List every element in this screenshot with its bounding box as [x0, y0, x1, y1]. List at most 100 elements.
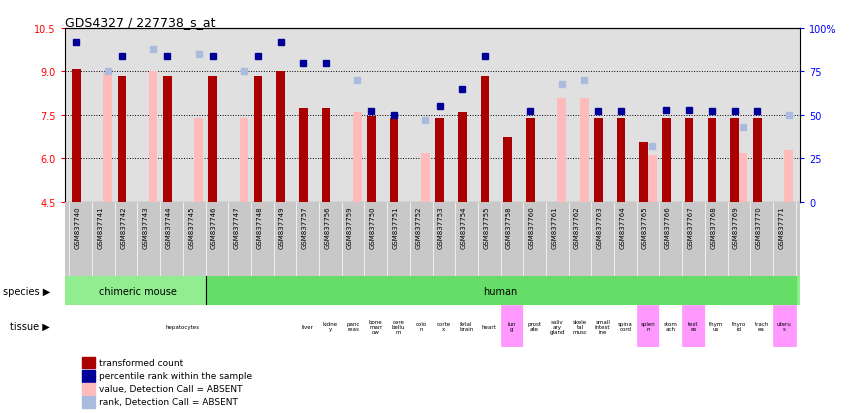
- Bar: [206, 277, 796, 306]
- Text: thyro
id: thyro id: [732, 321, 746, 331]
- Text: GSM837749: GSM837749: [279, 206, 285, 249]
- Text: GSM837763: GSM837763: [597, 206, 603, 249]
- Text: hepatocytes: hepatocytes: [166, 324, 200, 329]
- Bar: [477, 306, 501, 347]
- Text: GSM837743: GSM837743: [143, 206, 149, 249]
- Bar: [353, 113, 362, 202]
- Text: trach
ea: trach ea: [754, 321, 769, 331]
- Text: GSM837762: GSM837762: [574, 206, 580, 249]
- Text: GSM837758: GSM837758: [506, 206, 512, 249]
- Text: splen
n: splen n: [641, 321, 656, 331]
- Bar: [342, 306, 364, 347]
- Text: GSM837753: GSM837753: [438, 206, 444, 249]
- Bar: [568, 306, 592, 347]
- Text: GSM837754: GSM837754: [460, 206, 466, 249]
- Bar: [195, 119, 203, 202]
- Text: GSM837761: GSM837761: [551, 206, 557, 249]
- Text: percentile rank within the sample: percentile rank within the sample: [99, 371, 253, 380]
- Bar: [594, 119, 603, 202]
- Bar: [662, 119, 670, 202]
- Bar: [322, 109, 330, 202]
- Bar: [390, 119, 399, 202]
- Text: panc
reas: panc reas: [346, 321, 360, 331]
- Bar: [648, 156, 657, 202]
- Text: GSM837748: GSM837748: [256, 206, 262, 249]
- Text: GSM837750: GSM837750: [369, 206, 375, 249]
- Bar: [240, 119, 248, 202]
- Text: GSM837741: GSM837741: [98, 206, 104, 249]
- Bar: [659, 306, 682, 347]
- Text: GSM837751: GSM837751: [393, 206, 399, 249]
- Bar: [592, 306, 614, 347]
- Text: heart: heart: [482, 324, 497, 329]
- Bar: [455, 306, 477, 347]
- Text: GSM837764: GSM837764: [619, 206, 625, 249]
- Bar: [705, 306, 727, 347]
- Text: GSM837757: GSM837757: [302, 206, 308, 249]
- Text: value, Detection Call = ABSENT: value, Detection Call = ABSENT: [99, 384, 243, 393]
- Text: corte
x: corte x: [437, 321, 451, 331]
- Text: GSM837765: GSM837765: [642, 206, 648, 249]
- Bar: [730, 119, 739, 202]
- Bar: [727, 306, 750, 347]
- Bar: [364, 306, 388, 347]
- Text: chimeric mouse: chimeric mouse: [99, 286, 176, 296]
- Text: kidne
y: kidne y: [323, 321, 338, 331]
- Bar: [637, 306, 659, 347]
- Text: GSM837768: GSM837768: [710, 206, 716, 249]
- Bar: [149, 72, 157, 202]
- Bar: [410, 306, 432, 347]
- Text: GSM837747: GSM837747: [234, 206, 240, 249]
- Text: GSM837759: GSM837759: [347, 206, 353, 249]
- Text: colo
n: colo n: [415, 321, 426, 331]
- Bar: [682, 306, 705, 347]
- Bar: [750, 306, 773, 347]
- Bar: [69, 277, 206, 306]
- Text: spina
cord: spina cord: [618, 321, 633, 331]
- Text: GSM837742: GSM837742: [120, 206, 126, 249]
- Bar: [388, 306, 410, 347]
- Text: GSM837771: GSM837771: [778, 206, 785, 249]
- Bar: [773, 306, 796, 347]
- Text: GSM837769: GSM837769: [733, 206, 739, 249]
- Text: transformed count: transformed count: [99, 358, 183, 367]
- Text: GSM837760: GSM837760: [529, 206, 535, 249]
- Bar: [617, 119, 625, 202]
- Text: stom
ach: stom ach: [663, 321, 677, 331]
- Bar: [277, 72, 285, 202]
- Bar: [299, 109, 308, 202]
- Bar: [708, 119, 716, 202]
- Text: test
es: test es: [689, 321, 699, 331]
- Bar: [118, 77, 126, 202]
- Bar: [557, 98, 566, 202]
- Text: GSM837770: GSM837770: [755, 206, 761, 249]
- Bar: [546, 306, 568, 347]
- Bar: [614, 306, 637, 347]
- Bar: [739, 153, 747, 202]
- Text: thym
us: thym us: [709, 321, 723, 331]
- Bar: [104, 74, 112, 202]
- Bar: [367, 117, 375, 202]
- Bar: [432, 306, 455, 347]
- Bar: [297, 306, 319, 347]
- Text: bone
marr
ow: bone marr ow: [368, 319, 382, 334]
- Text: skele
tal
musc: skele tal musc: [573, 319, 587, 334]
- Bar: [253, 77, 262, 202]
- Text: cere
bellu
m: cere bellu m: [392, 319, 405, 334]
- Bar: [523, 306, 546, 347]
- Text: liver: liver: [302, 324, 314, 329]
- Text: human: human: [484, 286, 518, 296]
- Text: GSM837744: GSM837744: [165, 206, 171, 249]
- Bar: [639, 143, 648, 202]
- Bar: [458, 113, 466, 202]
- Text: small
intest
ine: small intest ine: [595, 319, 611, 334]
- Text: GSM837755: GSM837755: [484, 206, 490, 249]
- Text: fetal
brain: fetal brain: [459, 321, 474, 331]
- Text: GSM837746: GSM837746: [211, 206, 217, 249]
- Bar: [526, 119, 535, 202]
- Text: GSM837767: GSM837767: [688, 206, 694, 249]
- Bar: [72, 69, 80, 202]
- Bar: [503, 137, 512, 202]
- Bar: [208, 77, 217, 202]
- Text: prost
ate: prost ate: [528, 321, 541, 331]
